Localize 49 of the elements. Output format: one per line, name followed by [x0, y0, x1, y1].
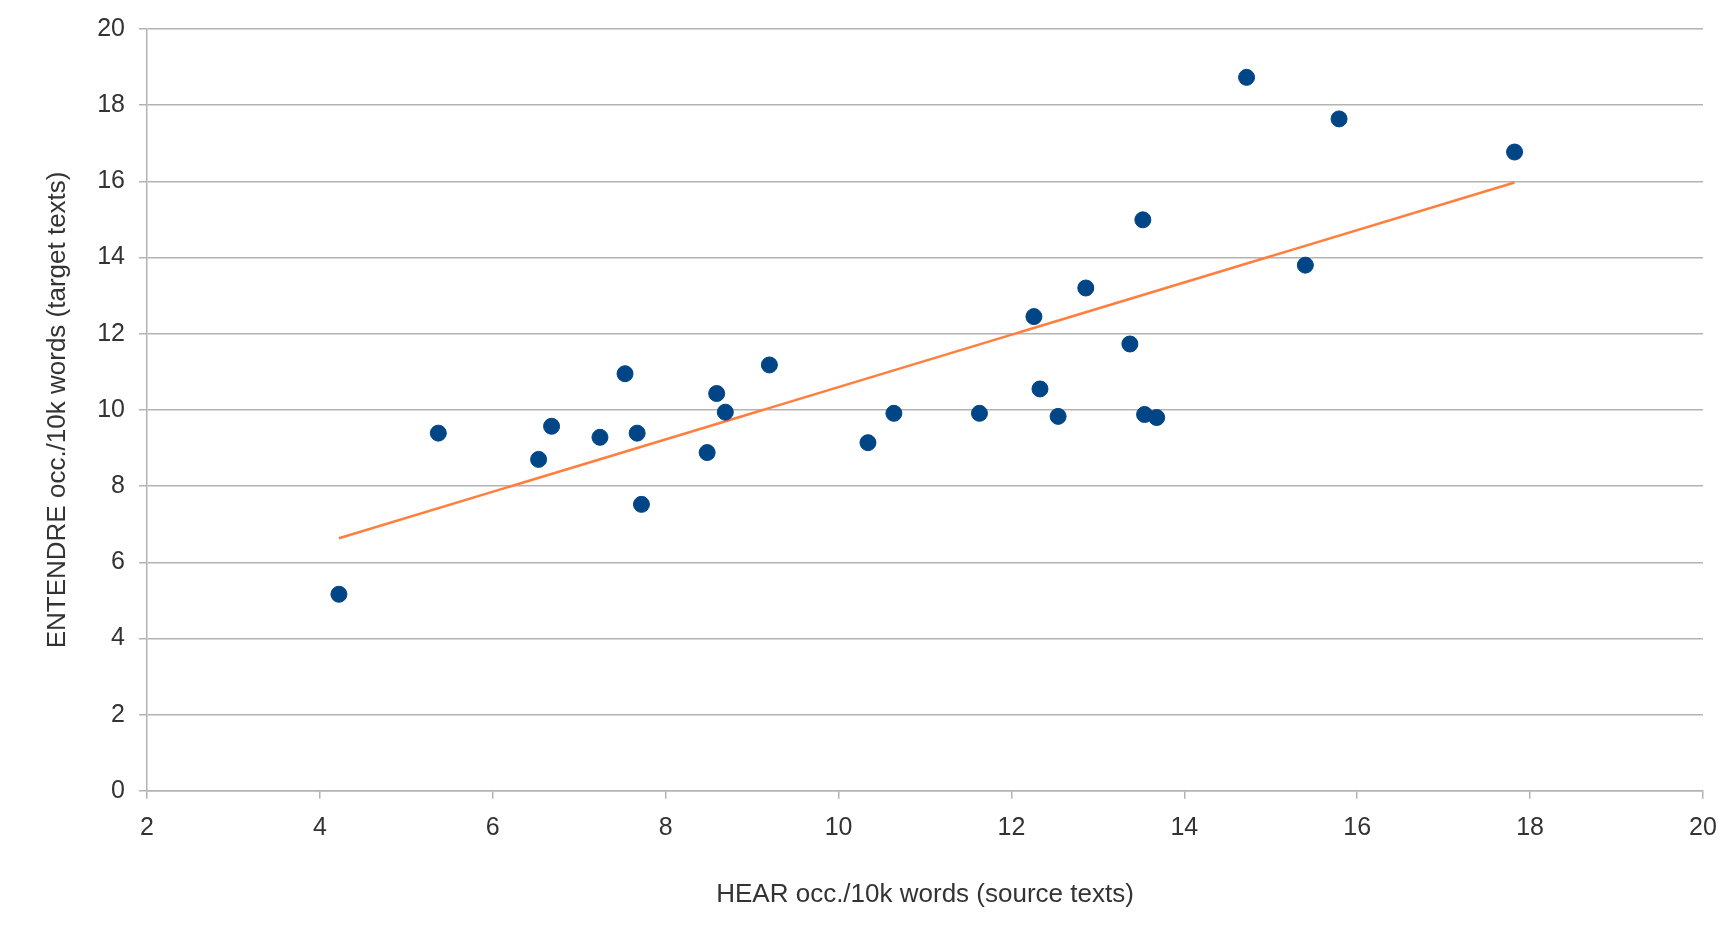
point: [1296, 256, 1314, 274]
point: [760, 356, 778, 374]
x-tick-label: 4: [312, 811, 327, 840]
point: [708, 385, 726, 403]
point: [330, 585, 348, 603]
point: [970, 404, 988, 422]
point: [1031, 380, 1049, 398]
point: [698, 444, 716, 462]
x-tick-label: 6: [485, 811, 500, 840]
y-tick-label: 4: [111, 622, 126, 651]
x-axis-title: HEAR occ./10k words (source texts): [716, 877, 1134, 908]
point: [859, 434, 877, 452]
y-tick-label: 12: [97, 317, 126, 346]
y-tick-label: 18: [97, 89, 126, 118]
x-tick-label: 16: [1343, 811, 1372, 840]
point: [1330, 110, 1348, 128]
point: [716, 403, 734, 421]
point: [1121, 335, 1139, 353]
x-tick-label: 20: [1689, 811, 1717, 840]
x-tick-label: 18: [1516, 811, 1545, 840]
point: [429, 424, 447, 442]
point: [632, 495, 650, 513]
point: [1134, 211, 1152, 229]
y-tick-label: 10: [97, 393, 126, 422]
point: [1506, 143, 1524, 161]
x-tick-label: 12: [997, 811, 1026, 840]
y-tick-label: 20: [97, 12, 126, 41]
y-tick-label: 0: [111, 774, 126, 803]
point: [1238, 68, 1256, 86]
point: [1025, 308, 1043, 326]
point: [530, 450, 548, 468]
y-tick-label: 16: [97, 165, 126, 194]
point: [628, 424, 646, 442]
point: [1077, 279, 1095, 297]
point: [1148, 409, 1166, 427]
y-axis-title: ENTENDRE occ./10k words (target texts): [40, 171, 71, 649]
x-tick-label: 10: [824, 811, 853, 840]
point: [885, 404, 903, 422]
point: [616, 365, 634, 383]
x-tick-label: 8: [658, 811, 673, 840]
point: [1049, 407, 1067, 425]
x-tick-label: 14: [1170, 811, 1199, 840]
y-tick-label: 8: [111, 469, 126, 498]
point: [591, 428, 609, 446]
y-tick-label: 14: [97, 241, 126, 270]
point: [543, 417, 561, 435]
y-tick-label: 6: [111, 546, 126, 575]
x-tick-label: 2: [140, 811, 154, 840]
y-tick-label: 2: [111, 698, 126, 727]
